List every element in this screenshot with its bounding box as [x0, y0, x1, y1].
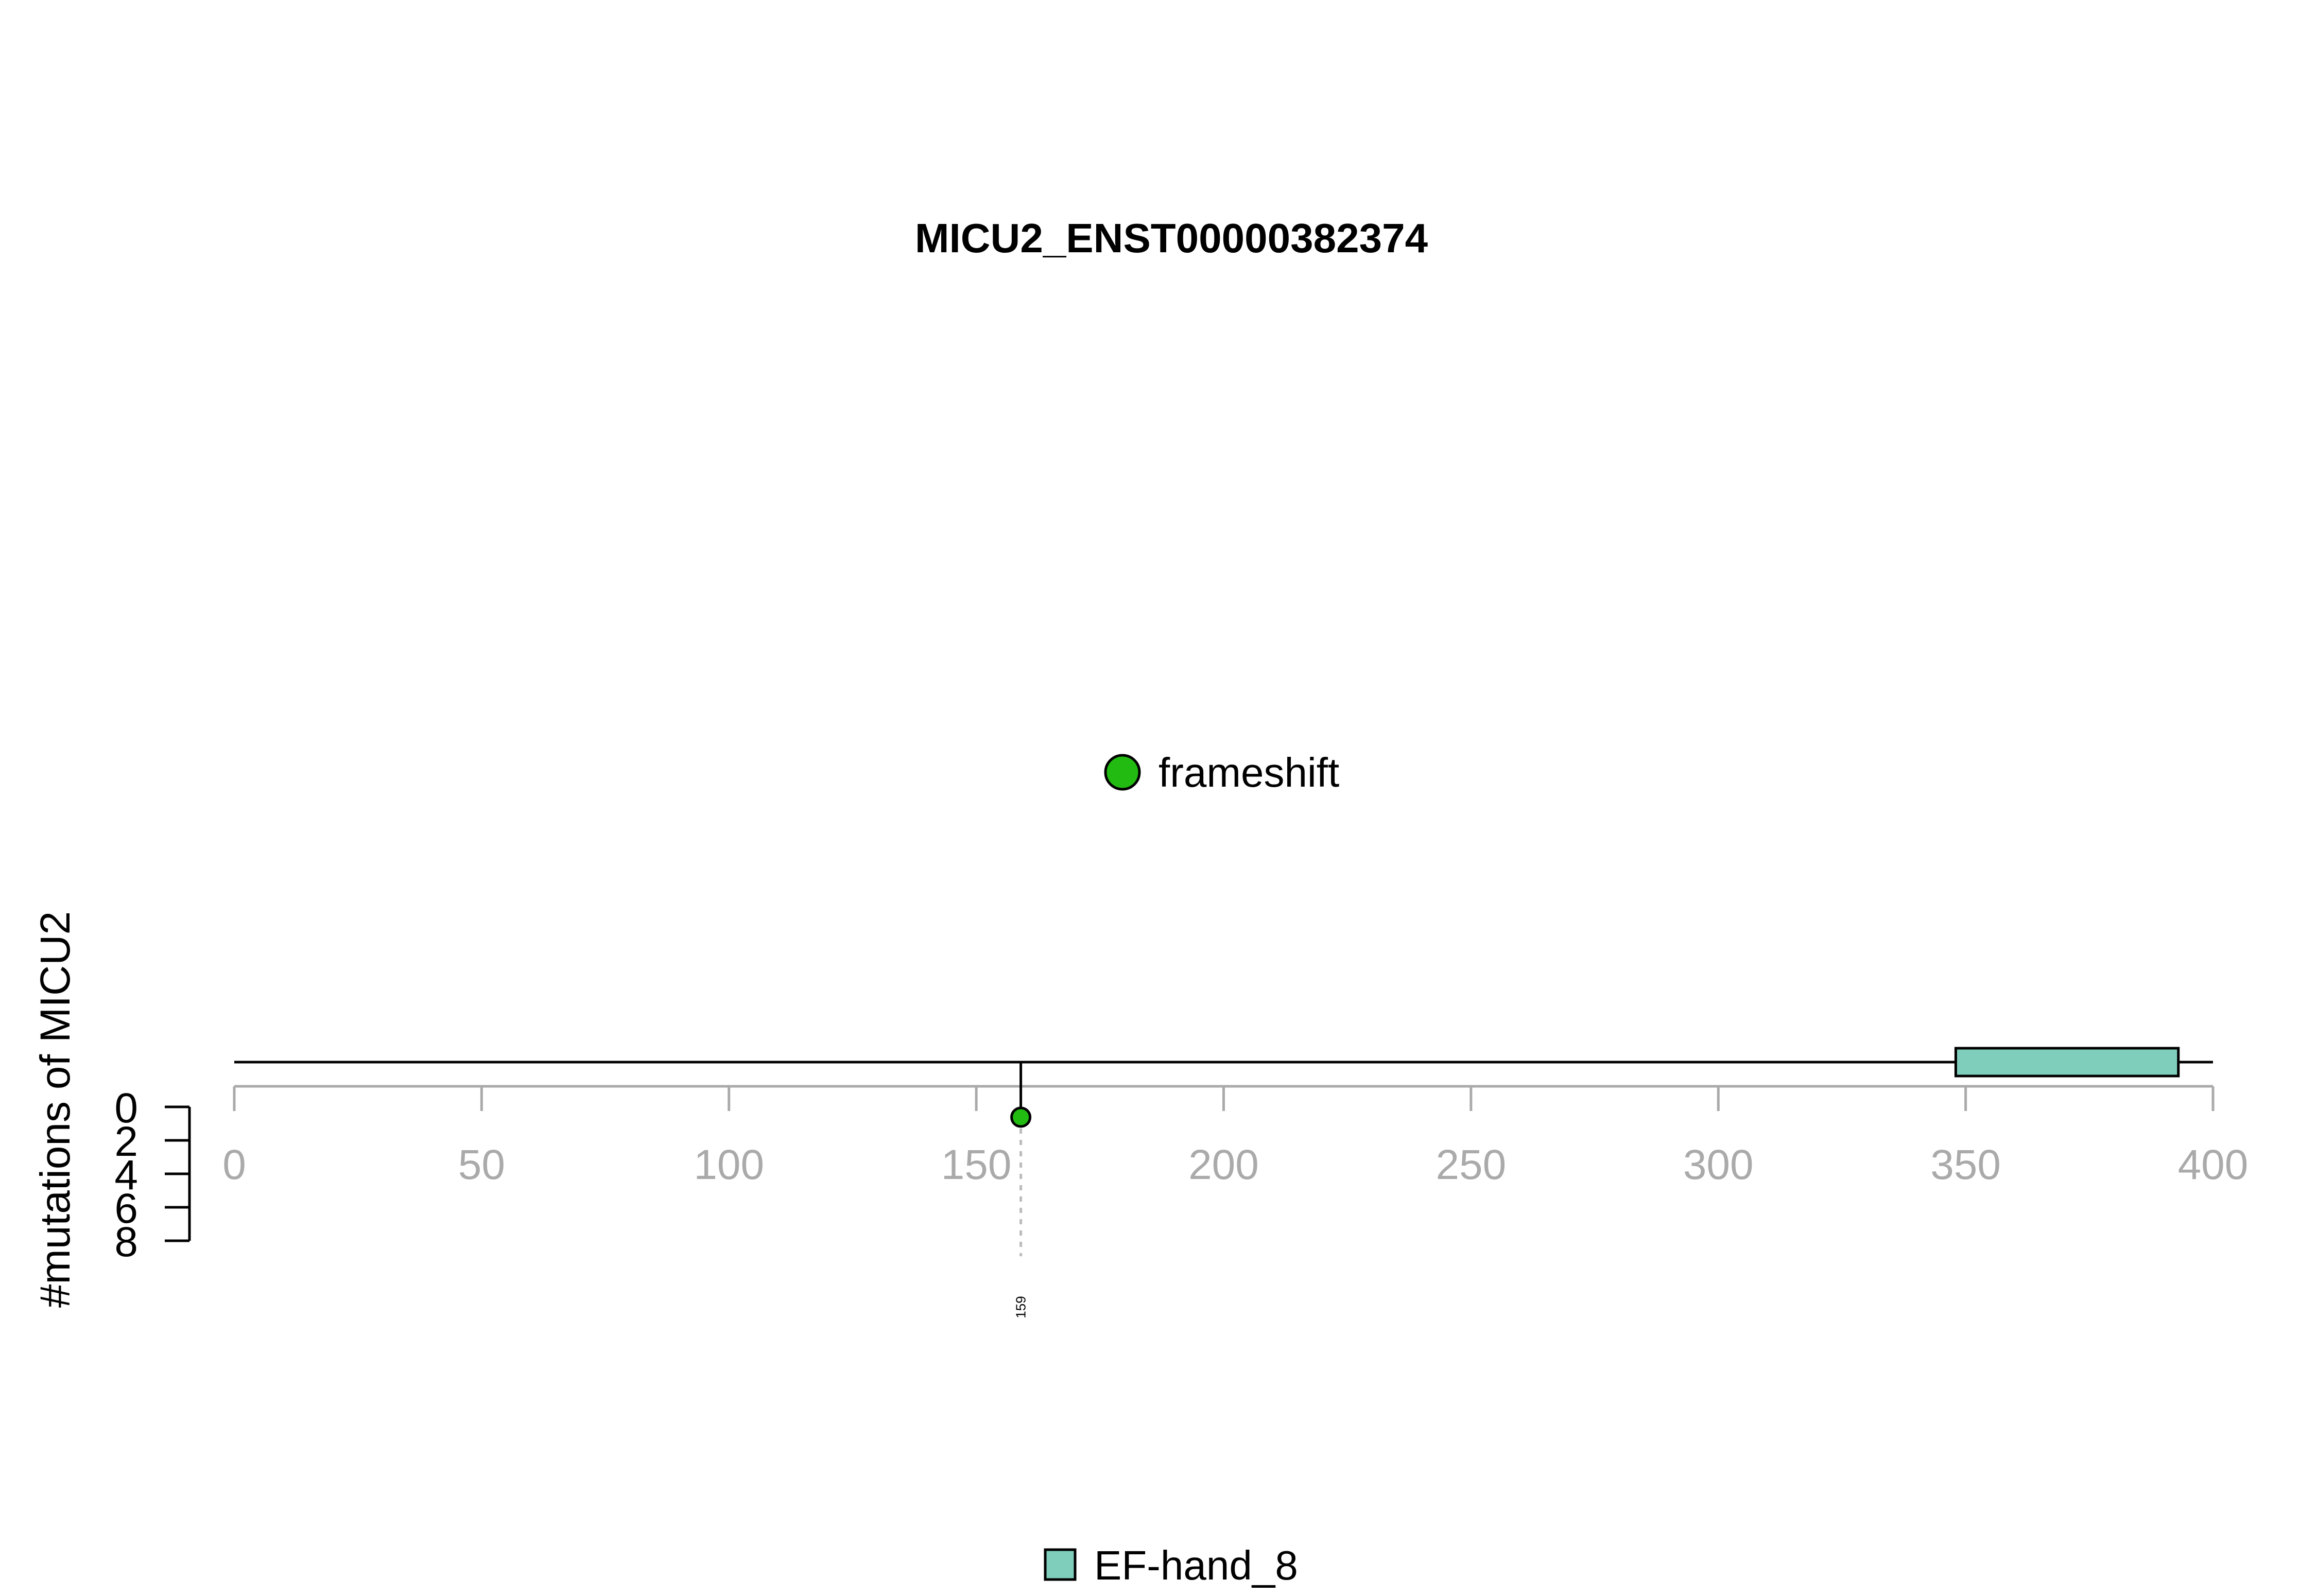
y-tick-label: 8 — [114, 1219, 138, 1265]
domain-legend: EF-hand_8 — [1044, 1542, 1298, 1588]
domain-legend-label: EF-hand_8 — [1094, 1542, 1298, 1588]
domain-rect — [1954, 1047, 2180, 1078]
x-tick-label: 250 — [1436, 1141, 1506, 1188]
x-tick-label: 100 — [694, 1141, 764, 1188]
x-tick-label: 50 — [458, 1141, 505, 1188]
domain-layer — [1954, 1047, 2180, 1078]
x-tick-label: 400 — [2178, 1141, 2249, 1188]
legend-swatch-frameshift — [1104, 754, 1141, 791]
x-tick-label: 150 — [941, 1141, 1012, 1188]
legend-label-frameshift: frameshift — [1158, 750, 1339, 795]
y-tick-label: 6 — [114, 1185, 138, 1232]
x-tick-label: 200 — [1188, 1141, 1259, 1188]
x-tick-label: 350 — [1930, 1141, 2001, 1188]
domain-legend-swatch — [1044, 1548, 1077, 1581]
mutation-point — [1010, 1106, 1032, 1128]
x-axis: 0 50 100 150 200 250 300 350 400 — [222, 1085, 2249, 1188]
y-axis-label: #mutations of MICU2 — [32, 911, 79, 1308]
chart-title: MICU2_ENST00000382374 — [915, 215, 1428, 261]
y-tick-label: 4 — [114, 1152, 138, 1199]
y-tick-label: 0 — [114, 1085, 138, 1132]
x-tick-label: 0 — [222, 1141, 246, 1188]
y-tick-label: 2 — [114, 1118, 138, 1165]
mutation-layer: 159 — [1010, 1062, 1032, 1319]
mutation-position-label: 159 — [1013, 1296, 1029, 1318]
x-tick-label: 300 — [1683, 1141, 1754, 1188]
mutation-type-legend: frameshift — [1104, 750, 1339, 795]
